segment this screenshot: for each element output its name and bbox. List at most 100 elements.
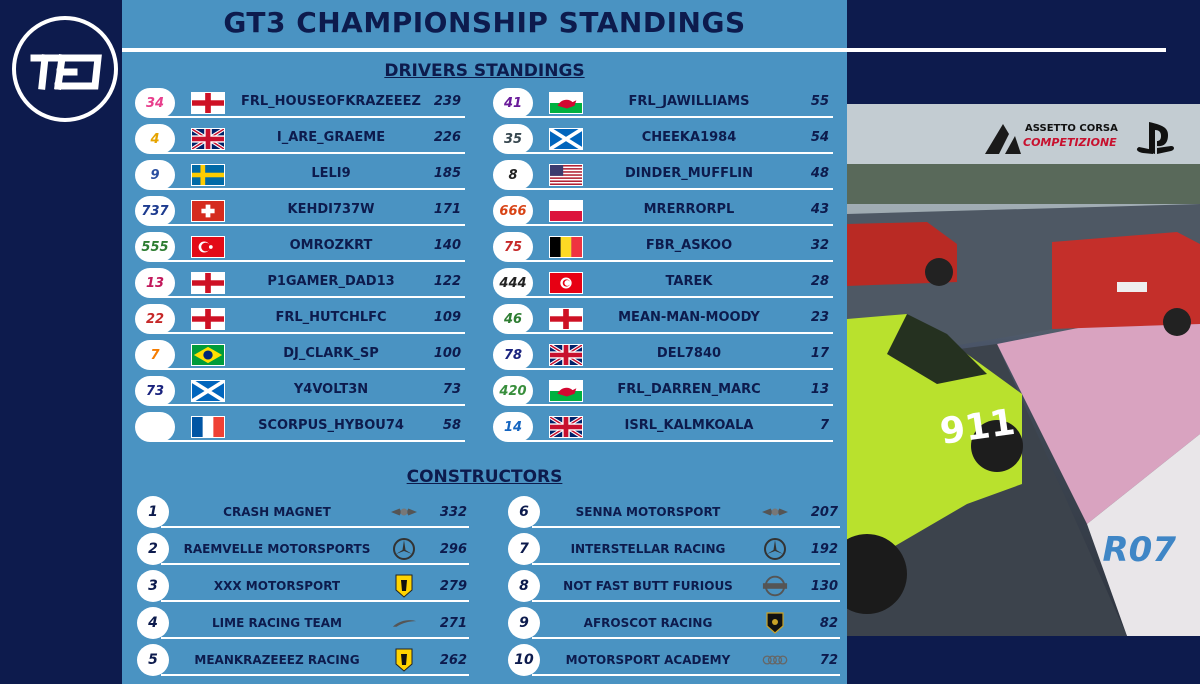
- round-label: R07: [1102, 530, 1177, 570]
- constructors-title: CONSTRUCTORS: [406, 467, 563, 487]
- header-divider: [122, 48, 1166, 52]
- team-points: 279: [439, 579, 467, 594]
- uk-flag-icon: [548, 343, 584, 367]
- league-logo: [12, 16, 118, 122]
- switzerland-flag-icon: [191, 200, 225, 222]
- constructor-row: 9 AFROSCOT RACING 82: [508, 607, 840, 639]
- position-number: 5: [148, 652, 158, 668]
- car-number: 8: [508, 167, 518, 183]
- race-cars-image: 911: [847, 104, 1200, 636]
- scotland-flag-icon: [190, 379, 226, 403]
- car-number-badge: 666: [493, 196, 533, 226]
- driver-points: 100: [433, 346, 461, 361]
- driver-name: FRL_DARREN_MARC: [617, 382, 761, 397]
- driver-name: Y4VOLT3N: [293, 382, 369, 397]
- team-name: XXX MOTORSPORT: [213, 579, 341, 593]
- driver-name: SCORPUS_HYBOU74: [258, 418, 404, 433]
- driver-row: 4 I_ARE_GRAEME 226: [135, 124, 465, 154]
- acc-logo: ASSETTO CORSA COMPETIZIONE: [983, 120, 1123, 156]
- driver-row: 78 DEL7840 17: [493, 340, 833, 370]
- england-flag-icon: [191, 92, 225, 114]
- driver-row: 7 DJ_CLARK_SP 100: [135, 340, 465, 370]
- car-number: 75: [503, 239, 523, 255]
- page-title: GT3 CHAMPIONSHIP STANDINGS: [223, 6, 746, 39]
- team-points: 207: [810, 505, 838, 520]
- driver-row: 75 FBR_ASKOO 32: [493, 232, 833, 262]
- position-number: 3: [148, 578, 158, 594]
- brazil-flag-icon: [191, 344, 225, 366]
- driver-name: TAREK: [665, 274, 713, 289]
- playstation-icon: [1135, 120, 1175, 156]
- row-underline: [155, 126, 465, 154]
- driver-points: 55: [810, 94, 829, 109]
- driver-row: 9 LELI9 185: [135, 160, 465, 190]
- team-name: CRASH MAGNET: [223, 505, 331, 519]
- car-number: 34: [145, 95, 165, 111]
- mclaren-icon: [391, 613, 417, 633]
- row-underline: [532, 572, 840, 602]
- team-points: 192: [810, 542, 838, 557]
- england-flag-icon: [191, 272, 225, 294]
- position-number: 9: [519, 615, 529, 631]
- car-number-badge: 14: [493, 412, 533, 442]
- car-number: 4: [150, 131, 160, 147]
- row-underline: [155, 234, 465, 262]
- car-number: 35: [503, 131, 523, 147]
- car-number-badge: 41: [493, 88, 533, 118]
- row-underline: [161, 535, 469, 565]
- car-number-badge: 444: [493, 268, 533, 298]
- car-number: 78: [503, 347, 523, 363]
- driver-points: 122: [433, 274, 461, 289]
- team-name: INTERSTELLAR RACING: [570, 542, 726, 556]
- row-underline: [161, 609, 469, 639]
- driver-name: FBR_ASKOO: [645, 238, 733, 253]
- row-underline: [155, 306, 465, 334]
- team-points: 262: [439, 653, 467, 668]
- driver-row: SCORPUS_HYBOU74 58: [135, 412, 465, 442]
- car-number-badge: 73: [135, 376, 175, 406]
- row-underline: [155, 162, 465, 190]
- scotland-flag-icon: [548, 127, 584, 151]
- car-number-badge: 420: [493, 376, 533, 406]
- team-points: 130: [810, 579, 838, 594]
- position-number: 6: [519, 504, 529, 520]
- team-points: 296: [439, 542, 467, 557]
- driver-name: OMROZKRT: [289, 238, 373, 253]
- driver-points: 239: [433, 94, 461, 109]
- car-number: 41: [503, 95, 523, 111]
- position-number: 7: [519, 541, 529, 557]
- row-underline: [161, 498, 469, 528]
- car-number: 666: [499, 203, 527, 219]
- constructor-row: 1 CRASH MAGNET 332: [137, 496, 469, 528]
- driver-points: 48: [810, 166, 829, 181]
- driver-row: 35 CHEEKA1984 54: [493, 124, 833, 154]
- driver-name: CHEEKA1984: [641, 130, 737, 145]
- row-underline: [513, 90, 833, 118]
- driver-points: 32: [810, 238, 829, 253]
- driver-name: DJ_CLARK_SP: [283, 346, 379, 361]
- acc-logo-line1: ASSETTO CORSA: [1025, 123, 1118, 134]
- driver-row: 14 ISRL_KALMKOALA 7: [493, 412, 833, 442]
- driver-row: 73 Y4VOLT3N 73: [135, 376, 465, 406]
- nissan-icon: [762, 575, 788, 597]
- team-name: LIME RACING TEAM: [212, 616, 342, 630]
- car-number-badge: 13: [135, 268, 175, 298]
- driver-points: 28: [810, 274, 829, 289]
- team-name: MOTORSPORT ACADEMY: [565, 653, 731, 667]
- car-number: 7: [150, 347, 160, 363]
- row-underline: [513, 198, 833, 226]
- driver-points: 226: [433, 130, 461, 145]
- team-name: NOT FAST BUTT FURIOUS: [563, 579, 733, 593]
- team-points: 271: [439, 616, 467, 631]
- driver-name: MRERRORPL: [643, 202, 735, 217]
- row-underline: [161, 572, 469, 602]
- red-car-right: [1052, 232, 1200, 336]
- constructor-row: 5 MEANKRAZEEEZ RACING 262: [137, 644, 469, 676]
- driver-row: 41 FRL_JAWILLIAMS 55: [493, 88, 833, 118]
- acc-logo-line2: COMPETIZIONE: [1023, 136, 1117, 149]
- driver-row: 737 KEHDI737W 171: [135, 196, 465, 226]
- car-number: 46: [503, 311, 523, 327]
- car-number-badge: 737: [135, 196, 175, 226]
- row-underline: [532, 609, 840, 639]
- car-number: 555: [141, 239, 169, 255]
